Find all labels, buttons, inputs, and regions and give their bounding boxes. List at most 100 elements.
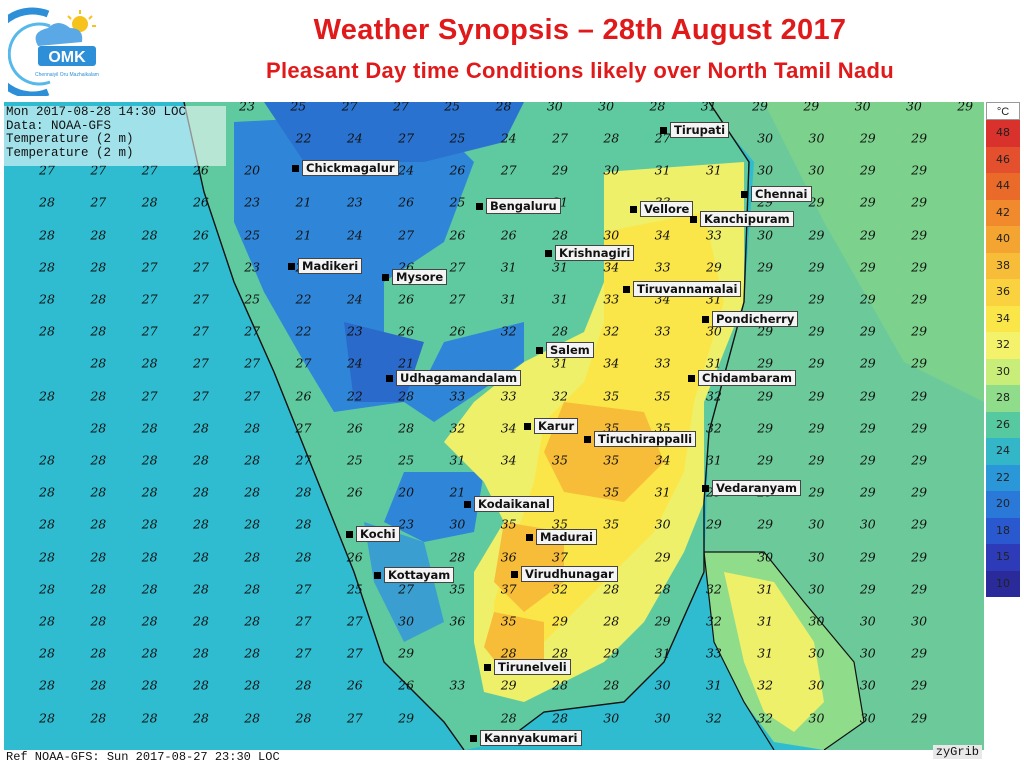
grid-value: 30 <box>808 130 825 146</box>
grid-value: 28 <box>552 677 568 693</box>
grid-value: 28 <box>141 516 158 532</box>
grid-value: 33 <box>705 227 722 243</box>
city-marker-tiruchirappalli[interactable]: Tiruchirappalli <box>584 431 697 447</box>
city-label: Chidambaram <box>698 370 796 386</box>
grid-value: 30 <box>808 710 825 726</box>
city-marker-chennai[interactable]: Chennai <box>741 186 812 202</box>
legend-level: 22 <box>986 464 1020 491</box>
grid-value: 29 <box>603 645 620 661</box>
city-marker-kannyakumari[interactable]: Kannyakumari <box>470 730 582 746</box>
legend-level: 10 <box>986 570 1020 597</box>
grid-value: 29 <box>911 194 928 210</box>
grid-value: 33 <box>654 355 671 371</box>
city-marker-tirunelveli[interactable]: Tirunelveli <box>484 659 571 675</box>
city-marker-madurai[interactable]: Madurai <box>526 529 597 545</box>
grid-value: 27 <box>141 259 158 275</box>
grid-value: 28 <box>39 549 55 565</box>
grid-value: 27 <box>654 130 671 146</box>
grid-value: 29 <box>808 452 825 468</box>
grid-value: 27 <box>295 355 312 371</box>
grid-value: 27 <box>500 162 517 178</box>
grid-value: 27 <box>346 645 363 661</box>
grid-value: 27 <box>449 291 466 307</box>
temperature-map[interactable]: 23 25 27 27 25 28 30 30 28 31 29 29 30 30 29 22 24 27 25 24… <box>4 102 984 750</box>
grid-value: 28 <box>90 613 107 629</box>
city-marker-karur[interactable]: Karur <box>524 418 579 434</box>
grid-value: 28 <box>39 194 55 210</box>
grid-value: 37 <box>552 549 568 565</box>
grid-value: 31 <box>705 452 722 468</box>
city-marker-tirupati[interactable]: Tirupati <box>660 122 730 138</box>
city-marker-salem[interactable]: Salem <box>536 342 594 358</box>
city-marker-kottayam[interactable]: Kottayam <box>374 567 455 583</box>
city-marker-kochi[interactable]: Kochi <box>346 526 400 542</box>
grid-value: 28 <box>495 102 512 114</box>
grid-value: 28 <box>192 452 209 468</box>
city-label: Kannyakumari <box>480 730 582 746</box>
grid-value: 27 <box>295 420 312 436</box>
city-dot-icon <box>630 205 637 213</box>
grid-value: 28 <box>500 710 517 726</box>
grid-value: 28 <box>244 516 261 532</box>
grid-value: 27 <box>141 388 158 404</box>
grid-value: 21 <box>295 194 312 210</box>
grid-value: 29 <box>654 613 671 629</box>
reference-run: Ref NOAA-GFS: Sun 2017-08-27 23:30 LOC <box>6 750 280 764</box>
city-marker-chickmagalur[interactable]: Chickmagalur <box>292 160 399 176</box>
city-dot-icon <box>536 346 543 354</box>
grid-value: 28 <box>192 613 209 629</box>
grid-value: 30 <box>808 549 825 565</box>
city-label: Pondicherry <box>712 311 799 327</box>
grid-value: 27 <box>141 323 158 339</box>
city-marker-kanchipuram[interactable]: Kanchipuram <box>690 211 794 227</box>
grid-value: 28 <box>39 452 55 468</box>
grid-value: 26 <box>449 323 466 339</box>
grid-value: 28 <box>39 516 55 532</box>
grid-value: 28 <box>39 710 55 726</box>
city-marker-bengaluru[interactable]: Bengaluru <box>476 198 561 214</box>
city-label: Bengaluru <box>486 198 561 214</box>
grid-value: 29 <box>552 613 568 629</box>
grid-value: 28 <box>90 581 107 597</box>
grid-value: 27 <box>295 613 312 629</box>
grid-value: 29 <box>808 227 825 243</box>
grid-value: 30 <box>654 516 671 532</box>
grid-value: 30 <box>859 613 876 629</box>
grid-value: 32 <box>552 581 568 597</box>
grid-value: 25 <box>346 581 363 597</box>
city-marker-mysore[interactable]: Mysore <box>382 269 448 285</box>
grid-value: 26 <box>192 194 209 210</box>
city-marker-virudhunagar[interactable]: Virudhunagar <box>511 566 618 582</box>
grid-value: 29 <box>808 355 825 371</box>
grid-value: 31 <box>500 259 517 275</box>
grid-value: 32 <box>603 323 620 339</box>
grid-value: 30 <box>808 516 825 532</box>
grid-value: 27 <box>39 162 55 178</box>
grid-value: 29 <box>500 677 517 693</box>
city-marker-vellore[interactable]: Vellore <box>630 201 694 217</box>
grid-value: 35 <box>603 484 620 500</box>
grid-value: 30 <box>603 710 620 726</box>
city-marker-udhagamandalam[interactable]: Udhagamandalam <box>386 370 522 386</box>
city-dot-icon <box>484 663 491 671</box>
city-marker-tiruvannamalai[interactable]: Tiruvannamalai <box>623 281 742 297</box>
grid-value: 20 <box>244 162 261 178</box>
grid-value: 30 <box>859 645 876 661</box>
grid-value: 23 <box>244 194 261 210</box>
city-marker-kodaikanal[interactable]: Kodaikanal <box>464 496 554 512</box>
city-marker-chidambaram[interactable]: Chidambaram <box>688 370 796 386</box>
grid-value: 28 <box>603 581 620 597</box>
grid-value: 28 <box>141 710 158 726</box>
grid-value: 27 <box>141 162 158 178</box>
city-marker-pondicherry[interactable]: Pondicherry <box>702 311 799 327</box>
city-marker-krishnagiri[interactable]: Krishnagiri <box>545 245 635 261</box>
legend-level: 42 <box>986 199 1020 226</box>
legend-level: 46 <box>986 146 1020 173</box>
city-marker-vedaranyam[interactable]: Vedaranyam <box>702 480 801 496</box>
grid-value: 29 <box>757 388 774 404</box>
grid-value: 27 <box>244 355 261 371</box>
grid-value: 28 <box>141 420 158 436</box>
city-marker-madikeri[interactable]: Madikeri <box>288 258 363 274</box>
legend-level: 34 <box>986 305 1020 332</box>
grid-value: 36 <box>449 613 466 629</box>
